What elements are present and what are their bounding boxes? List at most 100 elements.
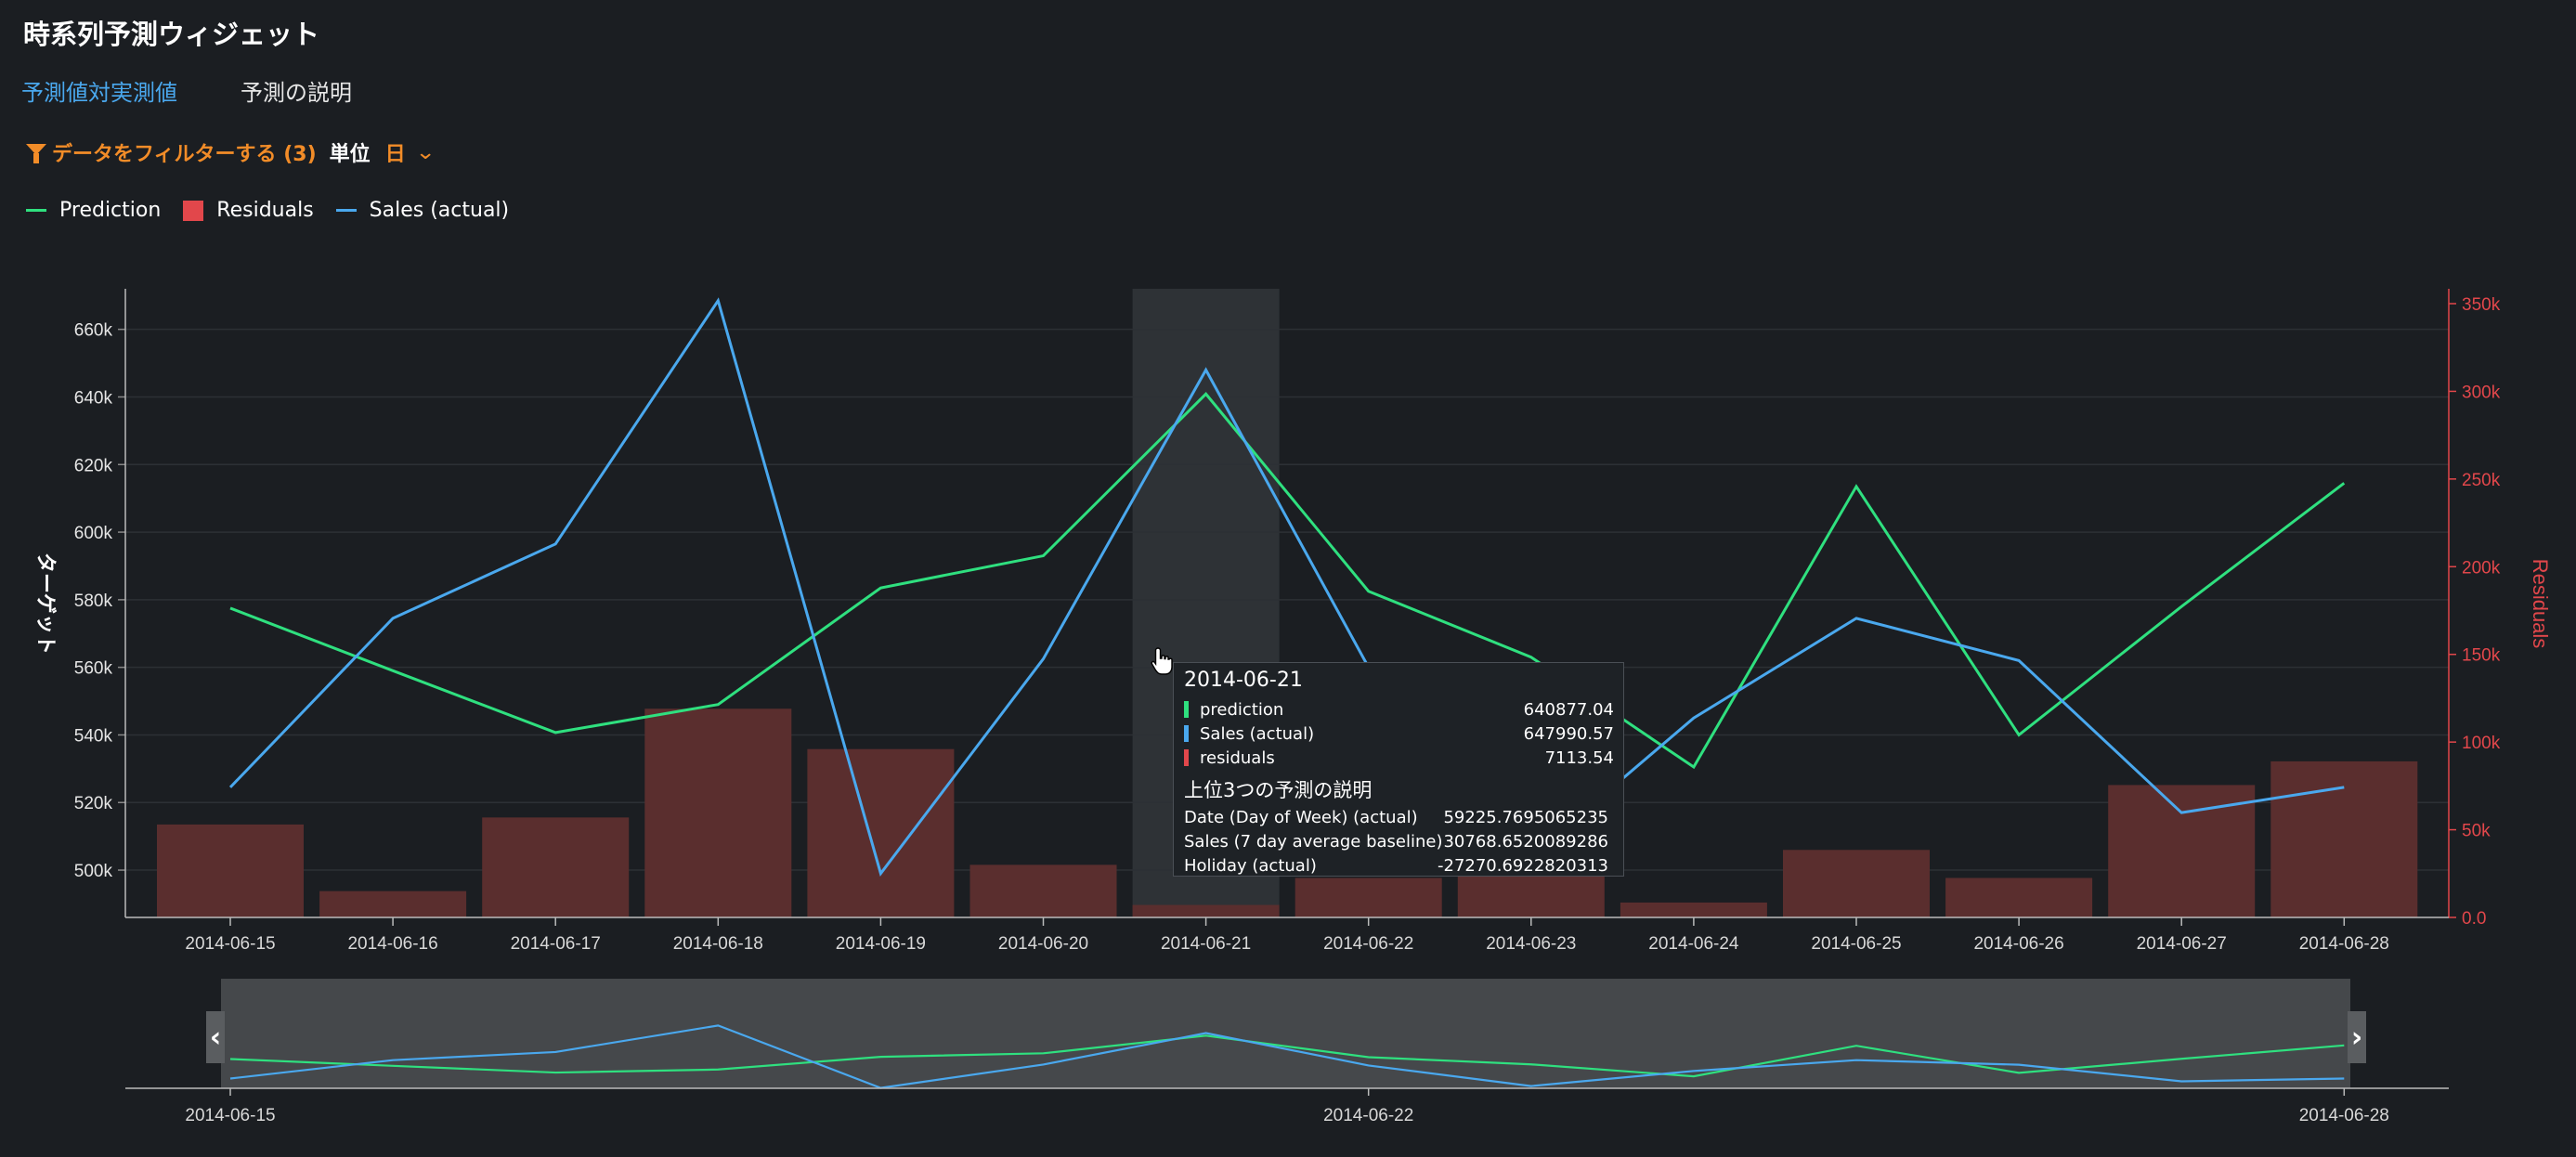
legend-label: Prediction (59, 199, 162, 222)
unit-label: 単位 (329, 143, 371, 166)
x-tick-label: 2014-06-18 (673, 934, 763, 954)
y-tick-label: 660k (74, 321, 113, 341)
residual-bar (969, 864, 1117, 917)
explanation-label: Date (Day of Week) (actual) (1184, 808, 1418, 827)
residual-bar (2108, 785, 2256, 917)
hand-pointer-cursor-icon (1151, 647, 1173, 675)
residual-bar (1295, 878, 1442, 917)
y-tick-label: 500k (74, 862, 113, 881)
x-tick-label: 2014-06-21 (1161, 934, 1251, 954)
y2-tick-label: 0.0 (2462, 909, 2486, 929)
tooltip-row-prediction: prediction 640877.04 (1184, 697, 1614, 722)
x-tick-label: 2014-06-22 (1323, 934, 1413, 954)
legend-swatch (335, 209, 357, 212)
y-tick-label: 520k (74, 794, 113, 813)
tab-forecast-vs-actual[interactable]: 予測値対実測値 (21, 80, 177, 106)
x-tick-label: 2014-06-25 (1811, 934, 1901, 954)
tooltip-explanation-row: Sales (7 day average baseline) 30768.652… (1184, 832, 1614, 856)
legend-item-prediction[interactable]: Prediction (26, 199, 161, 222)
explanation-label: Holiday (actual) (1184, 856, 1317, 876)
y2-axis-title: Residuals (2529, 559, 2552, 649)
navigator-sales-line (229, 1024, 2345, 1089)
y-tick-label: 560k (74, 659, 113, 679)
y2-tick-label: 250k (2462, 471, 2501, 490)
y-tick-label: 620k (74, 456, 113, 475)
residual-bar (1132, 904, 1280, 917)
legend-swatch (26, 209, 46, 212)
tooltip-label: residuals (1200, 748, 1275, 768)
tooltip-swatch (1184, 725, 1189, 742)
tooltip-swatch (1184, 701, 1189, 718)
navigator-right-chevron-icon: › (2351, 1021, 2362, 1054)
filter-data-link[interactable]: データをフィルターする (3) (26, 137, 317, 167)
legend-label: Sales (actual) (369, 199, 510, 222)
y-tick-label: 640k (74, 388, 113, 408)
residual-bar (1620, 902, 1767, 917)
navigator-left-chevron-icon: ‹ (210, 1021, 221, 1054)
residual-bar (482, 817, 630, 917)
x-tick-label: 2014-06-27 (2137, 934, 2227, 954)
legend-item-sales-actual[interactable]: Sales (actual) (335, 199, 510, 222)
tooltip-value: 640877.04 (1523, 699, 1614, 720)
chart-tooltip: 2014-06-21 prediction 640877.04 Sales (a… (1173, 662, 1624, 877)
navigator-tick-label: 2014-06-15 (185, 1106, 275, 1125)
tab-bar: 予測値対実測値 予測の説明 (21, 74, 352, 107)
x-tick-label: 2014-06-19 (836, 934, 926, 954)
x-tick-label: 2014-06-20 (998, 934, 1088, 954)
tooltip-row-residuals: residuals 7113.54 (1184, 746, 1614, 770)
sales-actual-line (228, 297, 2345, 877)
y2-tick-label: 200k (2462, 558, 2501, 578)
residual-bar (2270, 760, 2418, 917)
filter-label: データをフィルターする (3) (52, 143, 317, 166)
tooltip-label: prediction (1200, 699, 1284, 720)
tooltip-value: 7113.54 (1544, 748, 1614, 768)
chart-legend: Prediction Residuals Sales (actual) (26, 199, 531, 222)
explanation-label: Sales (7 day average baseline) (1184, 832, 1443, 852)
residual-bar (1945, 878, 2093, 917)
tooltip-value: 647990.57 (1523, 723, 1614, 744)
x-tick-label: 2014-06-23 (1486, 934, 1576, 954)
unit-dropdown[interactable]: 日 ⌄ (371, 137, 436, 167)
navigator-handle-right (2348, 1011, 2366, 1063)
navigator-tick-label: 2014-06-28 (2299, 1106, 2389, 1125)
y2-tick-label: 50k (2462, 822, 2491, 841)
tooltip-label: Sales (actual) (1200, 723, 1315, 744)
tab-forecast-explanation[interactable]: 予測の説明 (241, 80, 352, 106)
x-tick-label: 2014-06-16 (347, 934, 437, 954)
tooltip-explanation-row: Holiday (actual) -27270.6922820313 (1184, 856, 1614, 880)
tooltip-explanation-row: Date (Day of Week) (actual) 59225.769506… (1184, 808, 1614, 832)
filter-funnel-icon (26, 144, 46, 163)
x-tick-label: 2014-06-17 (511, 934, 601, 954)
residual-bar (157, 824, 304, 917)
x-tick-label: 2014-06-24 (1648, 934, 1739, 954)
tooltip-explanation-title: 上位3つの予測の説明 (1184, 779, 1373, 801)
explanation-value: -27270.6922820313 (1438, 856, 1608, 876)
filter-bar: データをフィルターする (3) 単位 日 ⌄ (26, 137, 436, 167)
widget-title: 時系列予測ウィジェット (23, 19, 320, 50)
x-tick-label: 2014-06-15 (185, 934, 275, 954)
tooltip-swatch (1184, 749, 1189, 766)
unit-value: 日 (384, 143, 406, 166)
navigator-handle-left (206, 1011, 225, 1063)
residual-bar (319, 890, 467, 917)
legend-label: Residuals (216, 199, 314, 222)
navigator-tick-label: 2014-06-22 (1323, 1106, 1413, 1125)
navigator-window (221, 979, 2350, 1088)
residual-bar (644, 708, 792, 917)
x-tick-label: 2014-06-26 (1973, 934, 2063, 954)
legend-item-residuals[interactable]: Residuals (183, 199, 314, 222)
tooltip-date: 2014-06-21 (1184, 669, 1303, 692)
explanation-value: 30768.6520089286 (1443, 832, 1608, 852)
residual-bar (1783, 850, 1930, 917)
y2-tick-label: 350k (2462, 295, 2501, 315)
residual-bar (807, 748, 955, 917)
y-tick-label: 600k (74, 524, 113, 543)
explanation-value: 59225.7695065235 (1443, 808, 1608, 827)
x-tick-label: 2014-06-28 (2299, 934, 2389, 954)
y-tick-label: 580k (74, 592, 113, 611)
y2-tick-label: 150k (2462, 646, 2501, 666)
chevron-down-icon: ⌄ (414, 140, 436, 164)
y-tick-label: 540k (74, 726, 113, 746)
y2-tick-label: 300k (2462, 383, 2501, 402)
